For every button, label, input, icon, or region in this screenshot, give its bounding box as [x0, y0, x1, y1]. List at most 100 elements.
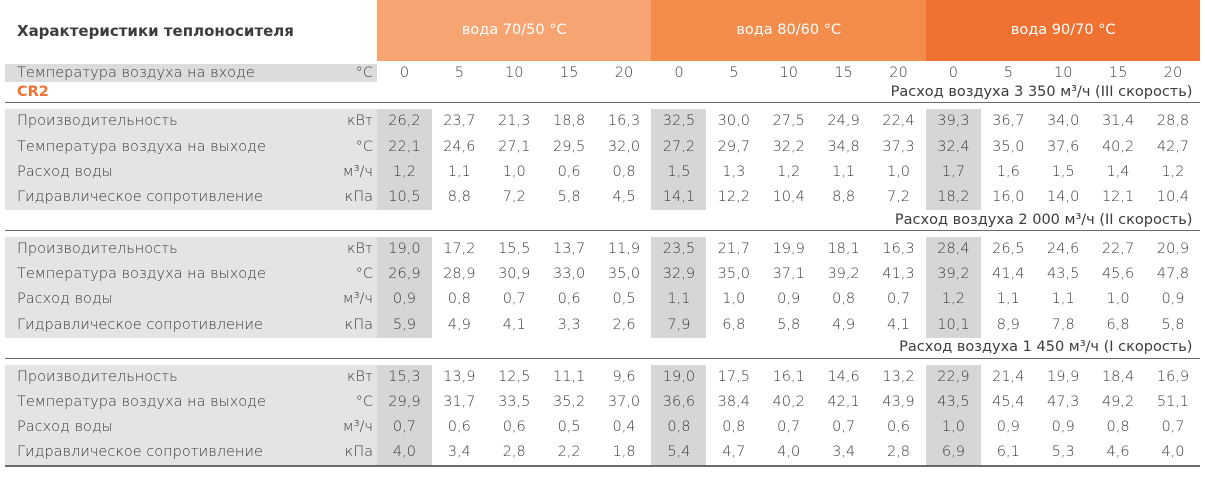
table-cell: 43,9 — [882, 394, 915, 411]
table-cell: 1,0 — [925, 414, 981, 441]
table-cell: 19,9 — [1047, 368, 1080, 385]
table-cell: 17,2 — [443, 241, 476, 258]
table-cell: 0,8 — [612, 163, 636, 180]
table-cell: 1,4 — [1106, 163, 1130, 180]
row-label: Температура воздуха на выходе — [5, 261, 305, 288]
table-cell: 17,5 — [717, 368, 750, 385]
column-group-header: вода 80/60 °C — [651, 0, 926, 61]
table-cell: 4,1 — [886, 316, 911, 333]
row-unit: кВт — [305, 364, 377, 390]
table-cell: 33,5 — [498, 394, 531, 411]
table-cell: 40,2 — [1101, 138, 1135, 155]
table-cell: 1,5 — [1051, 163, 1075, 180]
table-cell: 49,2 — [1101, 394, 1135, 411]
table-cell: 42,1 — [827, 394, 860, 411]
table-cell: 14,1 — [651, 184, 707, 210]
table-cell: 1,2 — [777, 163, 801, 180]
table-cell: 8,8 — [447, 188, 471, 205]
section-title: Расход воздуха 2 000 м³/ч (II скорость) — [377, 209, 1201, 231]
table-cell: 19,9 — [772, 241, 805, 258]
table-cell: 16,1 — [772, 368, 805, 385]
table-cell: 0,7 — [886, 291, 911, 308]
table-cell: 0,6 — [502, 419, 526, 436]
inlet-temperature-row: Температура воздуха на входе °C 0 5 10 1… — [5, 64, 1200, 82]
table-cell: 11,9 — [607, 241, 641, 258]
table-cell: 23,7 — [443, 113, 476, 130]
table-cell: 1,1 — [832, 163, 856, 180]
header-row: Характеристики теплоносителя вода 70/50 … — [5, 0, 1201, 61]
table-cell: 9,6 — [612, 368, 636, 385]
row-unit: кВт — [305, 236, 377, 262]
table-cell: 20 — [889, 64, 908, 81]
table-cell: 20,9 — [1156, 241, 1190, 258]
table-cell: 7,8 — [1051, 316, 1075, 333]
table-cell: 10,4 — [772, 188, 805, 205]
table-cell: 0,6 — [557, 163, 581, 180]
table-cell: 39,2 — [827, 266, 860, 283]
table-cell: 1,3 — [722, 163, 746, 180]
table-cell: 12,2 — [717, 188, 750, 205]
row-label: Производительность — [5, 109, 305, 135]
section-header-row: Расход воздуха 2 000 м³/ч (II скорость) — [5, 209, 1201, 231]
table-cell: 40,2 — [772, 394, 805, 411]
table-cell: 10 — [1053, 64, 1073, 81]
table-row: Гидравлическое сопротивление кПа 4,0 3,4 2,8… — [5, 440, 1201, 468]
table-cell: 0,9 — [1051, 419, 1075, 436]
table-cell: 45,4 — [992, 394, 1025, 411]
table-cell: 35,2 — [552, 394, 586, 411]
table-cell: 27,2 — [651, 134, 707, 160]
row-label: Температура воздуха на входе — [5, 64, 305, 82]
table-cell: 5,3 — [1035, 440, 1091, 468]
row-unit: °C — [305, 261, 377, 288]
table-cell: 16,0 — [992, 188, 1025, 205]
table-cell: 1,5 — [651, 159, 707, 185]
table-cell: 0,7 — [1161, 419, 1185, 436]
row-label: Гидравлическое сопротивление — [5, 312, 305, 338]
table-cell: 1,2 — [377, 159, 432, 185]
table-cell: 21,4 — [992, 368, 1025, 385]
table-cell: 24,6 — [443, 138, 476, 155]
table-cell: 29,9 — [377, 389, 432, 415]
table-cell: 18,1 — [827, 241, 860, 258]
table-cell: 4,1 — [502, 316, 526, 333]
row-unit: °C — [305, 64, 377, 82]
table-cell: 2,6 — [612, 316, 636, 333]
table-cell: 5 — [454, 64, 464, 81]
table-cell: 0,6 — [447, 419, 471, 436]
table-cell: 32,0 — [607, 138, 641, 155]
table-cell: 0,8 — [651, 414, 707, 441]
table-cell: 0,6 — [886, 419, 911, 436]
table-cell: 1,0 — [1106, 291, 1130, 308]
table-row: Производительность кВт 19,0 17,2 15,5 13,7 11,… — [5, 236, 1200, 262]
table-cell: 22,1 — [377, 134, 432, 160]
table-cell: 18,4 — [1101, 368, 1135, 385]
table-cell: 10,4 — [1156, 188, 1190, 205]
table-cell: 16,3 — [882, 241, 915, 258]
table-cell: 23,5 — [651, 236, 707, 262]
table-cell: 16,9 — [1156, 368, 1190, 385]
table-cell: 13,7 — [552, 241, 586, 258]
table-cell: 10 — [779, 64, 798, 81]
table-cell: 3,4 — [816, 440, 872, 468]
row-unit: кВт — [305, 109, 377, 135]
table-cell: 0,7 — [777, 419, 801, 436]
table-cell: 35,0 — [607, 266, 641, 283]
section-title: Расход воздуха 1 450 м³/ч (I скорость) — [377, 337, 1201, 359]
table-cell: 4,0 — [377, 440, 432, 468]
table-cell: 36,6 — [651, 389, 707, 415]
table-cell: 6,8 — [722, 316, 746, 333]
table-cell: 13,2 — [882, 368, 915, 385]
table-row: Температура воздуха на выходе °C 29,9 31,7 3… — [5, 389, 1200, 415]
table-cell: 7,9 — [651, 312, 707, 338]
model-label: CR2 — [5, 82, 377, 103]
column-group-header: вода 90/70 °C — [925, 0, 1201, 61]
table-cell: 0,9 — [1161, 291, 1185, 308]
table-cell: 41,3 — [882, 266, 915, 283]
row-label: Расход воды — [5, 159, 305, 185]
table-cell: 39,2 — [925, 261, 981, 288]
row-unit: м³/ч — [305, 159, 377, 185]
table-cell: 45,6 — [1101, 266, 1135, 283]
table-cell: 1,1 — [447, 163, 471, 180]
table-cell: 0 — [948, 64, 959, 81]
